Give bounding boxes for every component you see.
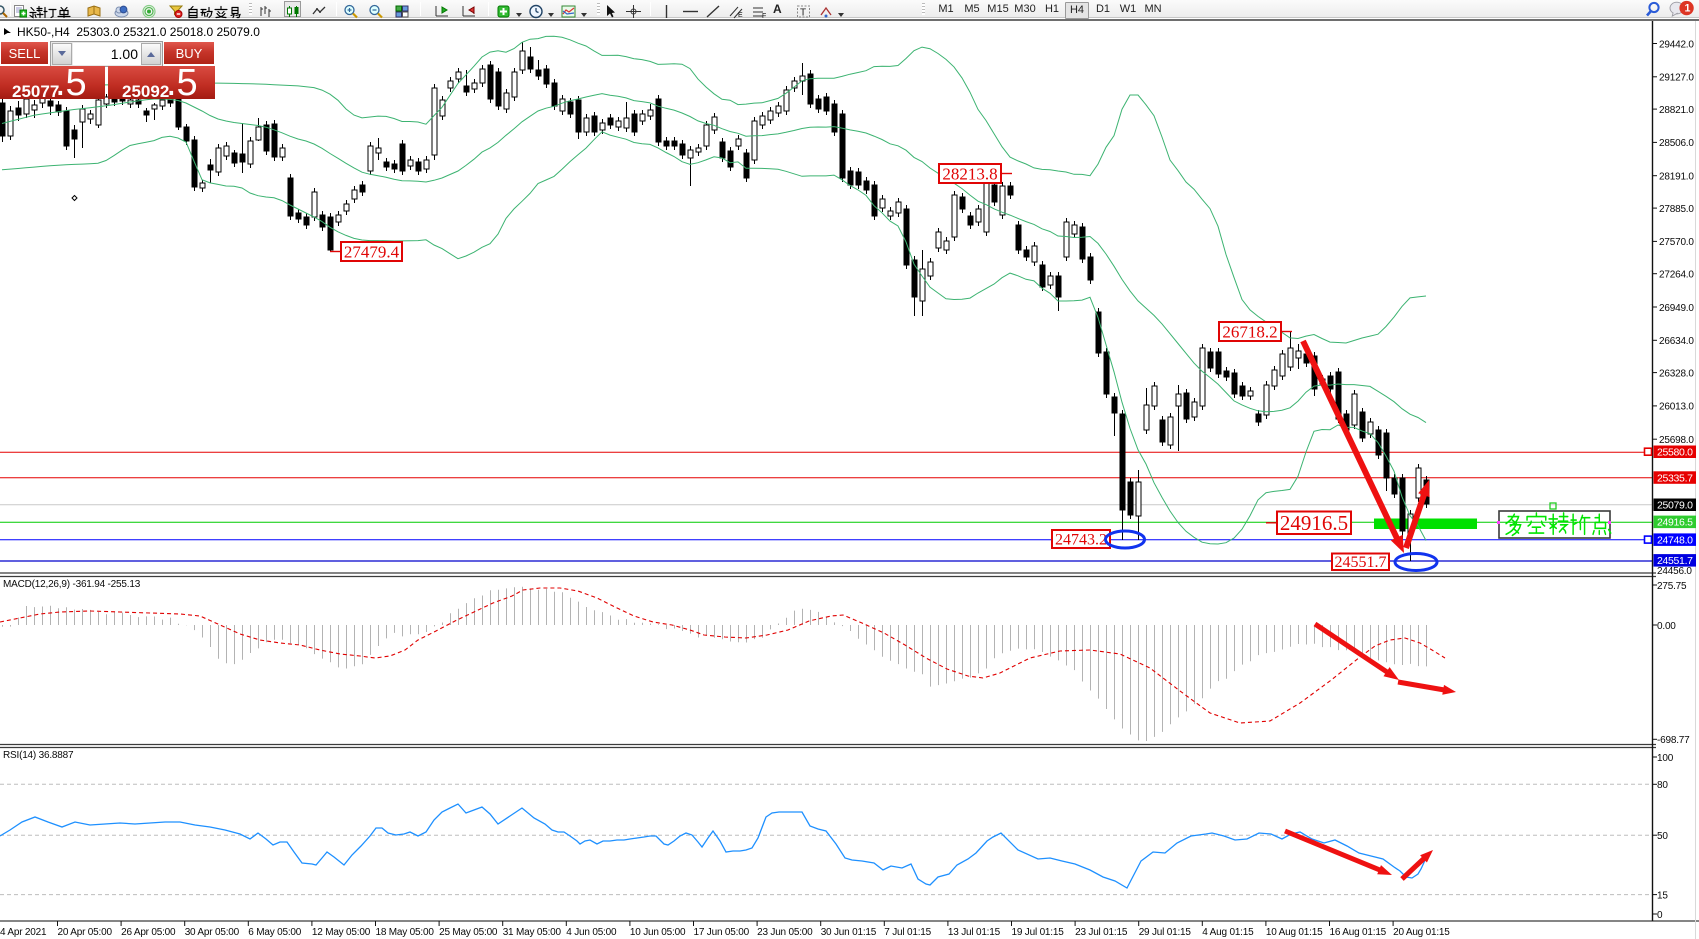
svg-text:27570.0: 27570.0 xyxy=(1659,237,1694,248)
svg-text:25580.0: 25580.0 xyxy=(1657,447,1693,459)
svg-text:18 May 05:00: 18 May 05:00 xyxy=(376,927,435,938)
svg-text:27264.0: 27264.0 xyxy=(1659,270,1694,281)
svg-text:26949.0: 26949.0 xyxy=(1659,303,1694,314)
svg-text:6 May 05:00: 6 May 05:00 xyxy=(248,927,301,938)
svg-text:31 May 05:00: 31 May 05:00 xyxy=(503,927,562,938)
svg-text:F: F xyxy=(762,13,766,20)
svg-text:13 Jul 01:15: 13 Jul 01:15 xyxy=(948,927,1001,938)
svg-text:0.00: 0.00 xyxy=(1657,621,1676,632)
svg-text:26718.2: 26718.2 xyxy=(1222,322,1277,341)
svg-text:50: 50 xyxy=(1657,831,1668,842)
svg-text:29442.0: 29442.0 xyxy=(1659,39,1694,50)
svg-text:17 Jun 05:00: 17 Jun 05:00 xyxy=(694,927,750,938)
svg-text:15: 15 xyxy=(1657,890,1668,901)
svg-text:24748.0: 24748.0 xyxy=(1657,534,1693,546)
svg-text:27885.0: 27885.0 xyxy=(1659,204,1694,215)
svg-text:25335.7: 25335.7 xyxy=(1657,472,1693,484)
svg-text:100: 100 xyxy=(1657,753,1674,764)
svg-text:28821.0: 28821.0 xyxy=(1659,105,1694,116)
svg-text:MACD(12,26,9) -361.94 -255.13: MACD(12,26,9) -361.94 -255.13 xyxy=(3,579,141,590)
svg-text:24456.0: 24456.0 xyxy=(1657,566,1692,577)
svg-text:19 Jul 01:15: 19 Jul 01:15 xyxy=(1012,927,1065,938)
svg-text:25 May 05:00: 25 May 05:00 xyxy=(439,927,498,938)
svg-text:25079.0: 25079.0 xyxy=(1657,500,1693,512)
svg-text:25698.0: 25698.0 xyxy=(1659,435,1694,446)
svg-text:20 Apr 05:00: 20 Apr 05:00 xyxy=(58,927,113,938)
svg-text:16 Aug 01:15: 16 Aug 01:15 xyxy=(1330,927,1387,938)
svg-text:4 Apr 2021: 4 Apr 2021 xyxy=(0,927,47,938)
svg-text:26013.0: 26013.0 xyxy=(1659,402,1694,413)
svg-text:27479.4: 27479.4 xyxy=(344,242,400,261)
svg-text:20 Aug 01:15: 20 Aug 01:15 xyxy=(1393,927,1450,938)
svg-text:26634.0: 26634.0 xyxy=(1659,336,1694,347)
svg-text:12 May 05:00: 12 May 05:00 xyxy=(312,927,371,938)
svg-text:30 Jun 01:15: 30 Jun 01:15 xyxy=(821,927,877,938)
svg-text:1: 1 xyxy=(1685,3,1691,15)
svg-text:RSI(14) 36.8887: RSI(14) 36.8887 xyxy=(3,750,74,761)
svg-text:28191.0: 28191.0 xyxy=(1659,172,1694,183)
svg-text:275.75: 275.75 xyxy=(1657,581,1687,592)
svg-text:24551.7: 24551.7 xyxy=(1335,554,1387,571)
svg-text:4 Aug 01:15: 4 Aug 01:15 xyxy=(1202,927,1254,938)
svg-text:10 Aug 01:15: 10 Aug 01:15 xyxy=(1266,927,1323,938)
svg-text:0: 0 xyxy=(1657,910,1663,921)
svg-text:24743.2: 24743.2 xyxy=(1055,531,1107,548)
svg-text:4 Jun 05:00: 4 Jun 05:00 xyxy=(566,927,617,938)
svg-text:24551.7: 24551.7 xyxy=(1657,555,1693,567)
svg-text:7 Jul 01:15: 7 Jul 01:15 xyxy=(884,927,931,938)
svg-text:23 Jul 01:15: 23 Jul 01:15 xyxy=(1075,927,1128,938)
svg-text:E: E xyxy=(738,12,743,19)
svg-text:26328.0: 26328.0 xyxy=(1659,368,1694,379)
svg-text:23 Jun 05:00: 23 Jun 05:00 xyxy=(757,927,813,938)
svg-text:28506.0: 28506.0 xyxy=(1659,138,1694,149)
svg-text:30 Apr 05:00: 30 Apr 05:00 xyxy=(185,927,240,938)
svg-text:24916.5: 24916.5 xyxy=(1280,511,1348,535)
svg-text:24916.5: 24916.5 xyxy=(1657,517,1693,529)
svg-text:-698.77: -698.77 xyxy=(1657,735,1690,746)
svg-text:29127.0: 29127.0 xyxy=(1659,73,1694,84)
svg-text:29 Jul 01:15: 29 Jul 01:15 xyxy=(1139,927,1192,938)
svg-text:T: T xyxy=(800,8,806,19)
svg-text:80: 80 xyxy=(1657,780,1668,791)
svg-text:28213.8: 28213.8 xyxy=(942,164,997,183)
svg-text:26 Apr 05:00: 26 Apr 05:00 xyxy=(121,927,176,938)
svg-text:10 Jun 05:00: 10 Jun 05:00 xyxy=(630,927,686,938)
